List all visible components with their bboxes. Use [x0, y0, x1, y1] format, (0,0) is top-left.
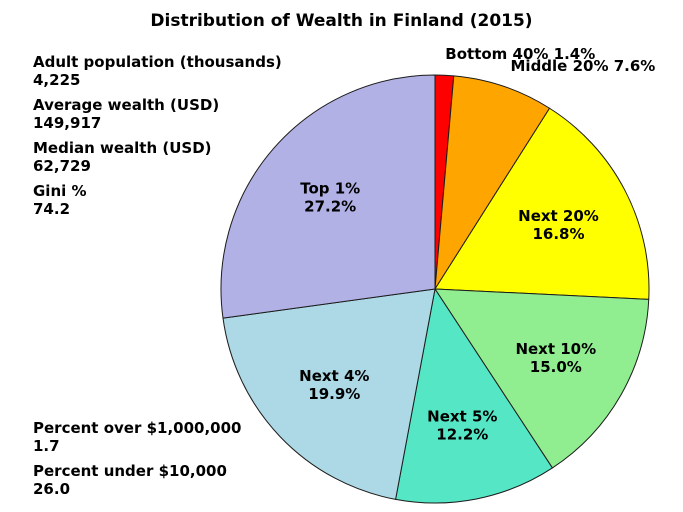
- chart-title: Distribution of Wealth in Finland (2015): [150, 11, 533, 31]
- pie-label-next-5: Next 5% 12.2%: [427, 407, 497, 443]
- stat-value: 1.7: [33, 437, 60, 455]
- stat-label: Gini %: [33, 182, 87, 200]
- pie-label-top-1: Top 1% 27.2%: [300, 180, 360, 216]
- pie-label-bottom-40: Bottom 40% 1.4%: [445, 45, 595, 63]
- stat-label: Adult population (thousands): [33, 53, 282, 71]
- stat-label: Percent over $1,000,000: [33, 419, 242, 437]
- pie-label-next-4: Next 4% 19.9%: [299, 367, 369, 403]
- pie-slice-next-10: [434, 288, 650, 469]
- pie-slice-middle-20: [434, 75, 551, 290]
- stats-panel-bottom: Percent over $1,000,000 1.7 Percent unde…: [33, 419, 241, 505]
- stat-value: 74.2: [33, 200, 71, 218]
- stats-panel-top: Adult population (thousands) 4,225 Avera…: [33, 53, 282, 225]
- stat-median-wealth: Median wealth (USD) 62,729: [33, 139, 282, 175]
- stat-gini: Gini % 74.2: [33, 182, 282, 218]
- stat-label: Average wealth (USD): [33, 96, 220, 114]
- pie-label-middle-20: Middle 20% 7.6%: [511, 57, 656, 75]
- stat-label: Median wealth (USD): [33, 139, 212, 157]
- pie-label-next-20: Next 20% 16.8%: [518, 207, 599, 243]
- pie-slice-next-20: [434, 107, 650, 300]
- pie-label-next-10: Next 10% 15.0%: [515, 340, 596, 376]
- pie-slice-next-4: [222, 288, 436, 500]
- stat-adult-population: Adult population (thousands) 4,225: [33, 53, 282, 89]
- stat-value: 4,225: [33, 71, 81, 89]
- stat-value: 26.0: [33, 480, 71, 498]
- pie-slice-next-5: [395, 288, 553, 504]
- stat-average-wealth: Average wealth (USD) 149,917: [33, 96, 282, 132]
- stat-percent-under-10k: Percent under $10,000 26.0: [33, 462, 241, 498]
- stat-label: Percent under $10,000: [33, 462, 227, 480]
- stat-value: 62,729: [33, 157, 91, 175]
- stat-percent-over-million: Percent over $1,000,000 1.7: [33, 419, 241, 455]
- stat-value: 149,917: [33, 114, 102, 132]
- pie-slice-top-1: [220, 74, 436, 319]
